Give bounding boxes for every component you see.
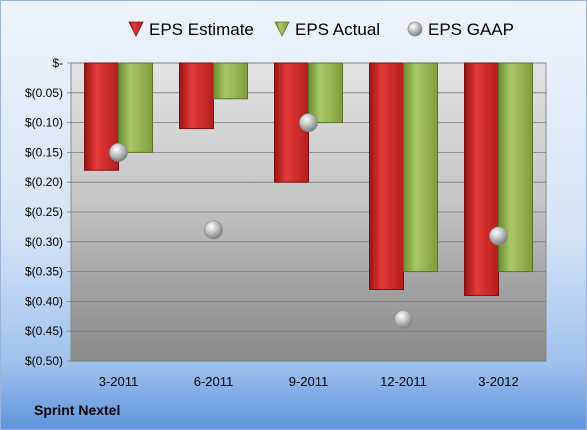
point-eps-gaap bbox=[299, 113, 318, 132]
y-tick-label: $(0.40) bbox=[25, 294, 63, 308]
y-tick-label: $- bbox=[52, 56, 63, 70]
plot-area: $- $(0.05) $(0.10) $(0.15) $(0.20) $(0.25) $(0… bbox=[25, 56, 547, 389]
point-eps-gaap bbox=[394, 309, 413, 329]
bar-eps-estimate bbox=[179, 62, 214, 130]
y-tick-label: $(0.10) bbox=[25, 116, 63, 130]
legend: EPS Estimate EPS Actual EPS GAAP bbox=[128, 20, 514, 39]
x-tick-label: 6-2011 bbox=[194, 374, 234, 389]
y-tick-label: $(0.25) bbox=[25, 205, 63, 219]
legend-marker-shape bbox=[274, 21, 290, 37]
legend-label: EPS Actual bbox=[295, 20, 380, 39]
legend-marker bbox=[128, 21, 144, 37]
bar-eps-actual bbox=[308, 62, 343, 124]
y-tick-label: $(0.45) bbox=[25, 324, 63, 338]
legend-label: EPS Estimate bbox=[149, 20, 254, 39]
x-tick-label: 12-2011 bbox=[380, 374, 427, 389]
bar-eps-estimate bbox=[464, 62, 499, 296]
y-tick-label: $(0.35) bbox=[25, 265, 63, 279]
legend-marker bbox=[407, 21, 423, 37]
point-eps-gaap bbox=[109, 142, 128, 162]
y-tick-label: $(0.15) bbox=[25, 145, 63, 159]
y-tick-label: $(0.30) bbox=[25, 235, 63, 249]
x-tick-label: 3-2011 bbox=[99, 374, 139, 389]
company-name: Sprint Nextel bbox=[34, 402, 121, 418]
y-tick-label: $(0.20) bbox=[25, 175, 63, 189]
bar-eps-actual bbox=[403, 62, 438, 273]
bar-eps-actual bbox=[118, 62, 153, 153]
point-eps-gaap bbox=[489, 226, 508, 246]
point-eps-gaap bbox=[204, 220, 223, 240]
legend-label: EPS GAAP bbox=[428, 20, 514, 39]
y-tick-label: $(0.50) bbox=[25, 354, 63, 368]
x-tick-label: 3-2012 bbox=[478, 374, 518, 389]
legend-marker-shape bbox=[128, 21, 144, 37]
bar-eps-actual bbox=[213, 62, 248, 100]
bar-eps-estimate bbox=[369, 62, 404, 290]
y-tick-label: $(0.05) bbox=[25, 86, 63, 100]
x-tick-label: 9-2011 bbox=[289, 374, 329, 389]
legend-marker bbox=[274, 21, 290, 37]
